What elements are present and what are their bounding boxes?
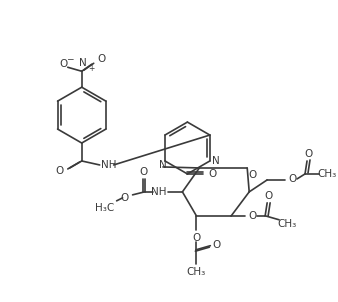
Text: CH₃: CH₃ <box>317 169 337 179</box>
Text: O: O <box>304 149 312 159</box>
Text: −: − <box>66 54 74 63</box>
Text: O: O <box>248 211 256 221</box>
Text: +: + <box>89 64 95 73</box>
Text: N: N <box>212 156 220 166</box>
Text: O: O <box>212 240 220 250</box>
Text: CH₃: CH₃ <box>187 267 206 277</box>
Text: O: O <box>192 233 200 243</box>
Text: O: O <box>288 174 296 184</box>
Text: CH₃: CH₃ <box>277 219 297 229</box>
Text: NH: NH <box>151 187 166 197</box>
Text: N: N <box>79 58 87 68</box>
Text: O: O <box>264 191 272 201</box>
Text: O: O <box>98 54 106 64</box>
Text: O: O <box>139 167 148 177</box>
Text: H₃C: H₃C <box>95 203 114 213</box>
Text: O: O <box>56 166 64 176</box>
Text: O: O <box>208 169 216 179</box>
Text: N: N <box>159 160 167 170</box>
Text: O: O <box>120 193 129 203</box>
Text: O: O <box>60 59 68 69</box>
Text: NH: NH <box>101 160 116 170</box>
Text: O: O <box>248 170 256 180</box>
